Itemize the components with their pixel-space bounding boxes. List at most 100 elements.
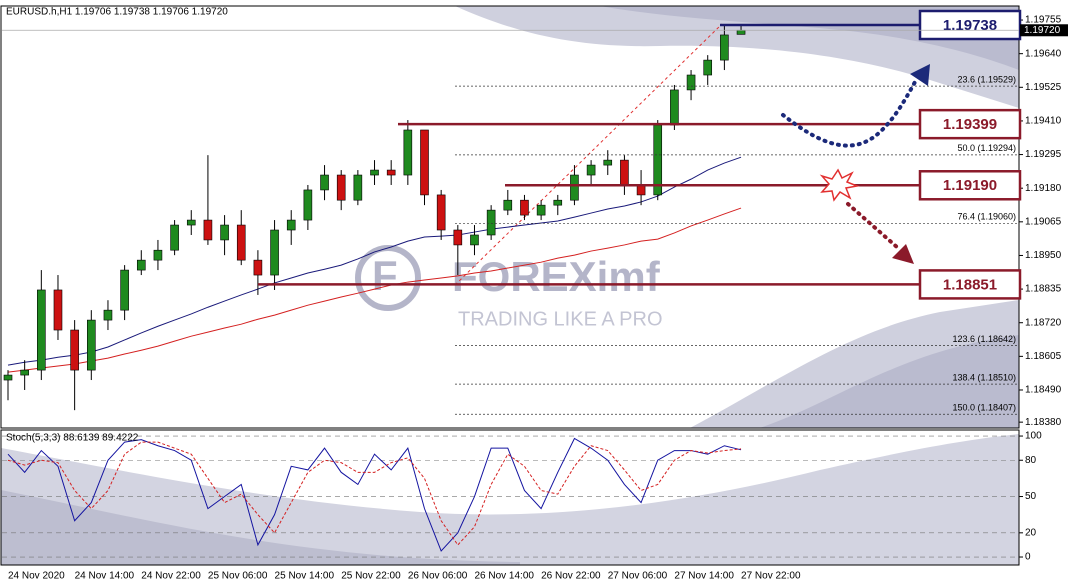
candle-body (270, 229, 279, 276)
candle-body (20, 369, 29, 376)
y-tick-label: 1.18950 (1025, 250, 1062, 261)
level-label: 1.18851 (943, 276, 997, 293)
x-tick-label: 24 Nov 22:00 (141, 571, 201, 582)
candle-body (403, 129, 413, 176)
y-tick-label: 1.19065 (1025, 216, 1062, 227)
candle-body (153, 249, 163, 261)
candle-body (320, 174, 329, 191)
candle-body (520, 199, 529, 216)
candle-body (536, 204, 546, 216)
stochastic-line (7, 441, 742, 546)
logo-letter: F (372, 252, 398, 299)
y-tick-label: 1.18605 (1025, 351, 1062, 362)
candle-body (436, 194, 446, 231)
candle-body (703, 59, 713, 76)
level-box (918, 170, 1022, 201)
last-price-tag (1020, 24, 1068, 37)
y-tick-label: 1.19755 (1025, 15, 1062, 26)
x-tick-label: 27 Nov 14:00 (674, 571, 734, 582)
candle-body (120, 269, 129, 311)
y-tick-label: 1.18490 (1025, 385, 1062, 396)
candle-body (686, 74, 696, 91)
candle-body (370, 169, 379, 176)
x-tick-label: 26 Nov 22:00 (541, 571, 601, 582)
forecast-arrow (781, 80, 917, 148)
x-tick-label: 25 Nov 06:00 (208, 571, 268, 582)
x-tick-label: 25 Nov 14:00 (275, 571, 335, 582)
candle-body (236, 224, 246, 261)
fib-label: 123.6 (1.18642) (952, 334, 1016, 344)
moving-average (7, 207, 742, 373)
candle-body (470, 234, 479, 246)
x-tick-label: 25 Nov 22:00 (341, 571, 401, 582)
fib-label: 23.6 (1.19529) (957, 75, 1016, 85)
candle-body (87, 319, 96, 371)
fib-label: 76.4 (1.19060) (957, 212, 1016, 222)
level-box (918, 269, 1022, 300)
candle-body (420, 129, 429, 196)
fib-label: 150.0 (1.18407) (952, 403, 1016, 413)
y-tick-label: 1.19525 (1025, 82, 1062, 93)
candle-body (103, 309, 113, 321)
stochastic-line (7, 437, 742, 552)
candle-body (37, 289, 46, 371)
chart-title: EURUSD.h,H1 1.19706 1.19738 1.19706 1.19… (6, 7, 228, 18)
watermark-brand: FOREXimf (452, 253, 661, 300)
y-tick-label: 1.19295 (1025, 149, 1062, 160)
candle-body (336, 174, 346, 201)
y-tick-label: 1.18720 (1025, 317, 1062, 328)
level-label: 1.19190 (943, 177, 997, 194)
stoch-title: Stoch(5,3,3) 88.6139 89.4222 (6, 433, 139, 444)
candle-body (553, 199, 563, 206)
last-price-label: 1.19720 (1024, 25, 1061, 36)
candle-body (586, 164, 596, 176)
x-tick-label: 27 Nov 06:00 (608, 571, 668, 582)
y-tick-label: 1.19640 (1025, 48, 1062, 59)
level-label: 1.19738 (943, 17, 997, 34)
wave (1, 434, 1019, 565)
watermark-tagline: TRADING LIKE A PRO (458, 308, 663, 330)
candle-body (203, 219, 213, 241)
wave (600, 6, 1019, 70)
candle-body (170, 224, 179, 251)
wave (760, 335, 1019, 428)
x-tick-label: 24 Nov 2020 (8, 571, 65, 582)
y-tick-label: 20 (1025, 527, 1037, 538)
breakout-burst (819, 168, 860, 202)
y-tick-label: 1.18835 (1025, 284, 1062, 295)
arrow-head (910, 64, 930, 86)
y-tick-label: 1.19180 (1025, 183, 1062, 194)
x-tick-label: 26 Nov 06:00 (408, 571, 468, 582)
candle-body (620, 159, 629, 186)
candle-body (386, 169, 396, 176)
y-tick-label: 100 (1025, 431, 1042, 442)
candle-body (286, 219, 296, 231)
candle-body (220, 224, 229, 241)
candle-body (186, 219, 196, 226)
y-tick-label: 1.19410 (1025, 116, 1062, 127)
stoch-panel (0, 429, 1020, 566)
x-tick-label: 27 Nov 22:00 (741, 571, 801, 582)
candle-body (3, 374, 13, 381)
candle-body (136, 259, 146, 271)
candle-body (70, 329, 79, 371)
candle-body (603, 159, 613, 166)
candle-body (253, 259, 263, 276)
fib-label: 50.0 (1.19294) (957, 143, 1016, 153)
y-tick-label: 1.18380 (1025, 417, 1062, 428)
y-tick-label: 80 (1025, 455, 1037, 466)
level-label: 1.19399 (943, 116, 997, 133)
candle-body (486, 209, 496, 236)
moving-average (7, 156, 742, 366)
y-tick-label: 0 (1025, 552, 1031, 563)
forecast-arrow (846, 202, 900, 250)
candle-body (53, 289, 63, 331)
candle-body (353, 174, 363, 201)
x-tick-label: 24 Nov 14:00 (75, 571, 135, 582)
y-tick-label: 50 (1025, 491, 1037, 502)
candle-body (570, 174, 579, 201)
fib-trendline (454, 23, 723, 286)
x-tick-label: 26 Nov 14:00 (474, 571, 534, 582)
wave (1, 490, 520, 565)
